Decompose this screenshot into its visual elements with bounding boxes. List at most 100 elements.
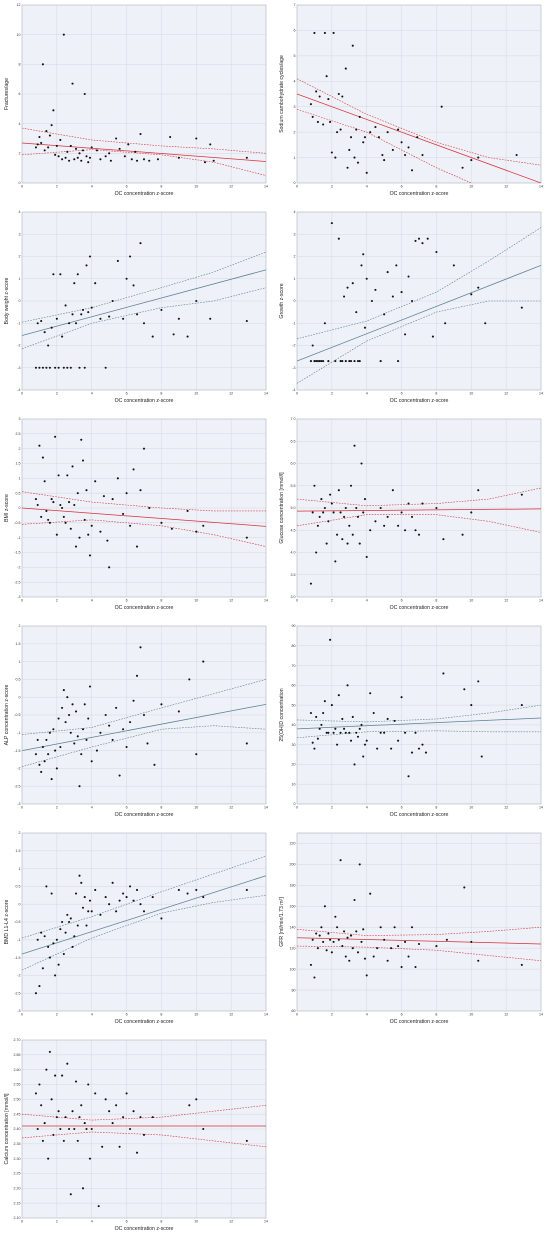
data-point [94, 282, 97, 285]
y-tick-label: 60 [292, 1009, 296, 1013]
data-point [417, 747, 421, 750]
data-point [417, 942, 421, 946]
data-point [407, 775, 410, 778]
data-point [337, 237, 340, 240]
data-point [337, 694, 340, 697]
data-point [69, 731, 72, 734]
x-tick-label: 10 [194, 1220, 198, 1224]
data-point [397, 739, 400, 742]
data-point [95, 749, 98, 752]
chart-panel-3: 0 2 4 6 8 10 12 14 -4 -3 -2 -1 0 1 2 3 4 OC concentration… [0, 207, 275, 414]
y-tick-label: 3.0 [291, 595, 296, 599]
y-tick-label: 2.5 [16, 432, 21, 436]
data-point [330, 502, 333, 505]
data-point [320, 723, 323, 726]
data-point [57, 366, 60, 369]
data-point [358, 863, 361, 866]
data-point [68, 159, 71, 162]
x-tick-label: 14 [539, 599, 543, 603]
data-point [369, 892, 372, 895]
data-point [316, 947, 319, 950]
data-point [43, 760, 46, 763]
x-tick-label: 4 [366, 392, 368, 396]
data-point [48, 521, 51, 524]
data-point [78, 152, 81, 155]
data-point [349, 484, 353, 487]
x-tick-label: 12 [229, 1013, 233, 1017]
data-point [353, 156, 356, 159]
plot-area [296, 625, 542, 805]
x-tick-label: 14 [539, 185, 543, 189]
x-tick-label: 0 [21, 185, 23, 189]
data-point [390, 747, 393, 750]
data-point [94, 480, 97, 483]
data-point [71, 1110, 74, 1113]
data-point [318, 515, 321, 518]
data-point [440, 105, 443, 108]
data-point [34, 146, 37, 149]
y-tick-label: 2.55 [14, 1083, 21, 1087]
data-point [346, 684, 349, 687]
data-point [40, 1104, 43, 1107]
y-tick-label: -3 [292, 366, 295, 370]
data-point [311, 344, 314, 347]
data-point [54, 974, 57, 977]
x-tick-label: 10 [194, 599, 198, 603]
data-point [69, 366, 72, 369]
data-point [45, 1068, 48, 1071]
y-tick-label: 2.35 [14, 1142, 21, 1146]
data-point [151, 1116, 154, 1119]
data-point [313, 747, 316, 750]
y-tick-label: 2 [19, 831, 21, 835]
data-point [160, 703, 163, 706]
data-point [129, 721, 132, 724]
data-point [97, 1205, 100, 1208]
x-tick-label: 10 [469, 392, 473, 396]
x-tick-label: 2 [331, 1013, 333, 1017]
data-point [379, 926, 382, 929]
x-tick-label: 12 [504, 806, 508, 810]
data-point [315, 90, 318, 93]
data-point [417, 533, 421, 536]
data-point [435, 251, 438, 254]
data-point [50, 498, 53, 501]
y-tick-label: 0.5 [16, 678, 21, 682]
data-point [339, 859, 342, 862]
y-tick-label: 1 [294, 156, 296, 160]
data-point [365, 974, 368, 977]
x-tick-label: 8 [435, 806, 437, 810]
data-point [68, 1127, 71, 1131]
data-point [76, 1139, 79, 1142]
data-point [325, 949, 328, 952]
x-tick-label: 4 [91, 1013, 93, 1017]
data-point [38, 1083, 41, 1086]
x-tick-label: 8 [160, 599, 162, 603]
data-point [329, 120, 332, 124]
x-tick-label: 2 [331, 185, 333, 189]
data-point [61, 158, 64, 161]
x-tick-label: 8 [160, 1013, 162, 1017]
y-tick-label: -2 [17, 974, 20, 978]
data-point [337, 938, 340, 941]
data-point [139, 646, 142, 649]
data-point [36, 738, 39, 741]
y-tick-label: 2 [294, 130, 296, 134]
data-point [336, 131, 339, 134]
y-tick-label: -2.5 [14, 580, 20, 584]
data-point [348, 360, 351, 363]
chart-svg-5: 0 2 4 6 8 10 12 14 -3 -2.5 -2 -1.5 -1 -0.5 0 0.5 1 1.5 2 2.… [4, 417, 268, 611]
data-point [108, 1110, 111, 1113]
data-point [50, 326, 53, 329]
y-tick-label: -3 [17, 1009, 20, 1013]
data-point [80, 159, 83, 162]
y-tick-label: -3 [17, 366, 20, 370]
data-point [148, 506, 151, 510]
data-point [344, 955, 347, 958]
data-point [139, 1116, 142, 1119]
y-tick-label: 80 [292, 644, 296, 648]
y-tick-label: 6.0 [291, 462, 296, 466]
x-tick-label: 6 [126, 392, 128, 396]
y-tick-label: 4 [294, 210, 296, 214]
data-point [397, 128, 400, 131]
data-point [36, 503, 39, 507]
